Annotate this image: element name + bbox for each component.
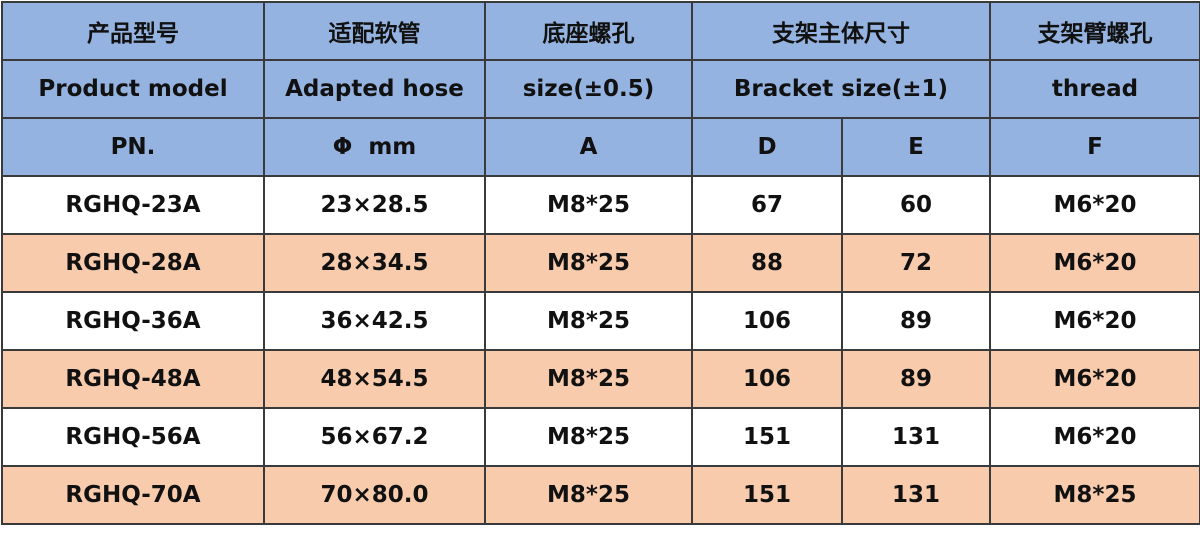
header-row: PN. Φ mm A D E F — [1, 117, 1200, 177]
data-cell: RGHQ-56A — [1, 407, 265, 467]
data-row: RGHQ-48A 48×54.5 M8*25 106 89 M6*20 — [1, 349, 1200, 409]
data-cell: 131 — [841, 465, 991, 525]
header-cell: Bracket size(±1) — [691, 59, 991, 119]
header-cell: 底座螺孔 — [484, 1, 693, 61]
data-cell: M8*25 — [484, 465, 693, 525]
data-row: RGHQ-23A 23×28.5 M8*25 67 60 M6*20 — [1, 175, 1200, 235]
spec-table: 产品型号 适配软管 底座螺孔 支架主体尺寸 支架臂螺孔 Product model Adap… — [1, 1, 1200, 525]
data-cell: RGHQ-36A — [1, 291, 265, 351]
data-cell: 89 — [841, 291, 991, 351]
data-cell: 70×80.0 — [263, 465, 486, 525]
data-cell: M8*25 — [484, 233, 693, 293]
data-cell: 106 — [691, 291, 843, 351]
data-cell: RGHQ-28A — [1, 233, 265, 293]
data-cell: M6*20 — [989, 291, 1200, 351]
data-row: RGHQ-70A 70×80.0 M8*25 151 131 M8*25 — [1, 465, 1200, 525]
data-cell: 56×67.2 — [263, 407, 486, 467]
data-cell: M8*25 — [484, 407, 693, 467]
data-cell: 36×42.5 — [263, 291, 486, 351]
header-cell: 支架臂螺孔 — [989, 1, 1200, 61]
data-cell: M6*20 — [989, 175, 1200, 235]
data-cell: M6*20 — [989, 349, 1200, 409]
data-cell: 131 — [841, 407, 991, 467]
header-cell: Product model — [1, 59, 265, 119]
data-cell: M8*25 — [484, 349, 693, 409]
data-cell: RGHQ-70A — [1, 465, 265, 525]
data-cell: M6*20 — [989, 407, 1200, 467]
header-cell: E — [841, 117, 991, 177]
header-row: 产品型号 适配软管 底座螺孔 支架主体尺寸 支架臂螺孔 — [1, 1, 1200, 61]
data-cell: 48×54.5 — [263, 349, 486, 409]
data-cell: RGHQ-48A — [1, 349, 265, 409]
header-cell: PN. — [1, 117, 265, 177]
data-cell: M6*20 — [989, 233, 1200, 293]
table-body: 产品型号 适配软管 底座螺孔 支架主体尺寸 支架臂螺孔 Product model Adap… — [1, 1, 1200, 525]
data-cell: 151 — [691, 465, 843, 525]
data-cell: M8*25 — [989, 465, 1200, 525]
header-cell: 适配软管 — [263, 1, 486, 61]
data-cell: 106 — [691, 349, 843, 409]
data-row: RGHQ-28A 28×34.5 M8*25 88 72 M6*20 — [1, 233, 1200, 293]
header-cell: F — [989, 117, 1200, 177]
data-cell: 89 — [841, 349, 991, 409]
data-cell: 28×34.5 — [263, 233, 486, 293]
data-cell: RGHQ-23A — [1, 175, 265, 235]
data-cell: 88 — [691, 233, 843, 293]
data-cell: 23×28.5 — [263, 175, 486, 235]
header-row: Product model Adapted hose size(±0.5) Brack… — [1, 59, 1200, 119]
header-cell: 支架主体尺寸 — [691, 1, 991, 61]
header-cell: Φ mm — [263, 117, 486, 177]
header-cell: D — [691, 117, 843, 177]
data-cell: M8*25 — [484, 291, 693, 351]
header-cell: A — [484, 117, 693, 177]
header-cell: thread — [989, 59, 1200, 119]
header-cell: Adapted hose — [263, 59, 486, 119]
data-cell: 151 — [691, 407, 843, 467]
data-cell: 60 — [841, 175, 991, 235]
header-cell: size(±0.5) — [484, 59, 693, 119]
header-cell: 产品型号 — [1, 1, 265, 61]
data-row: RGHQ-56A 56×67.2 M8*25 151 131 M6*20 — [1, 407, 1200, 467]
data-row: RGHQ-36A 36×42.5 M8*25 106 89 M6*20 — [1, 291, 1200, 351]
data-cell: M8*25 — [484, 175, 693, 235]
data-cell: 67 — [691, 175, 843, 235]
data-cell: 72 — [841, 233, 991, 293]
